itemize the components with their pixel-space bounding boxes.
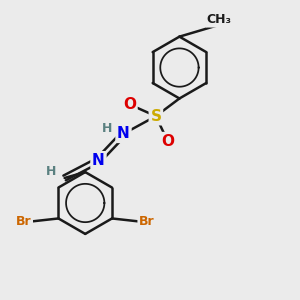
Text: H: H [102, 122, 112, 135]
Text: Br: Br [139, 215, 154, 228]
Text: O: O [161, 134, 174, 149]
Text: CH₃: CH₃ [207, 13, 232, 26]
Text: H: H [46, 165, 56, 178]
Text: Br: Br [16, 215, 32, 228]
Text: N: N [117, 126, 130, 141]
Text: S: S [150, 109, 161, 124]
Text: N: N [92, 153, 105, 168]
Text: O: O [123, 97, 136, 112]
